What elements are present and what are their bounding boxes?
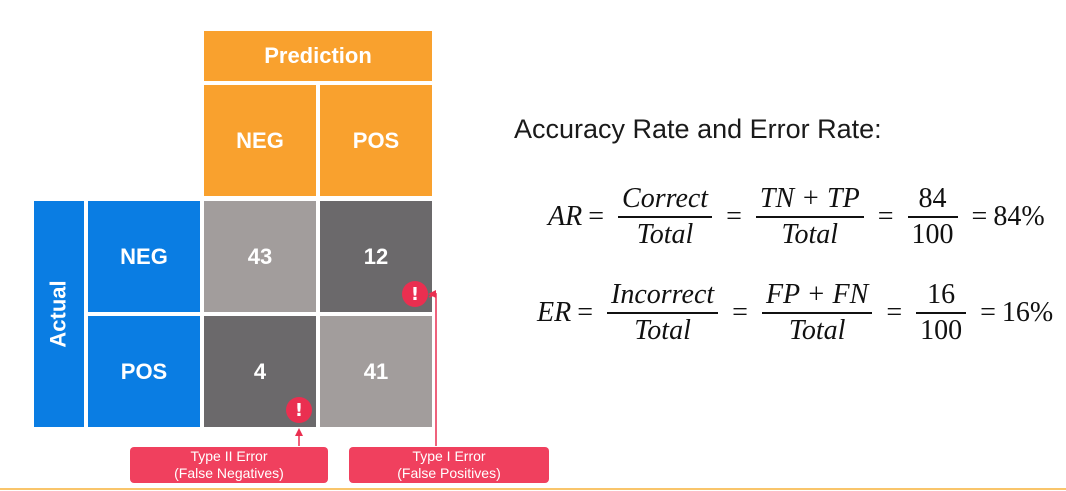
type1-arrow-head: [428, 290, 436, 298]
er-result: 16%: [1001, 297, 1054, 328]
type1-error-title: Type I Error: [412, 448, 486, 464]
type1-arrow-line: [428, 292, 437, 446]
er-frac-incorrect: Incorrect Total: [607, 278, 719, 348]
formulas-title: Accuracy Rate and Error Rate:: [514, 114, 882, 144]
type2-arrow-head: [295, 428, 303, 436]
type1-error-box: Type I Error (False Positives): [349, 447, 549, 483]
pred-col-pos: POS: [320, 85, 432, 196]
er-equation: ER = Incorrect Total = FP + FN Total = 1…: [537, 278, 1054, 348]
ar-result: 84%: [993, 201, 1045, 232]
type1-error-subtitle: (False Positives): [397, 465, 501, 481]
er-frac-numeric: 16 100: [916, 278, 967, 348]
alert-fp-icon: !: [402, 281, 428, 307]
ar-equation: AR = Correct Total = TN + TP Total = 84 …: [548, 182, 1045, 252]
actual-header: Actual: [34, 201, 84, 427]
ar-frac-numeric: 84 100: [907, 182, 958, 252]
cell-true-positive: 41: [320, 316, 432, 427]
alert-fn-icon: !: [286, 397, 312, 423]
actual-row-neg: NEG: [88, 201, 200, 312]
actual-row-pos: POS: [88, 316, 200, 427]
ar-lhs: AR: [548, 201, 583, 232]
type2-error-box: Type II Error (False Negatives): [130, 447, 328, 483]
prediction-label: Prediction: [264, 43, 372, 68]
type2-error-title: Type II Error: [190, 448, 268, 464]
ar-frac-correct: Correct Total: [618, 182, 713, 252]
ar-frac-tn-tp: TN + TP Total: [755, 182, 864, 252]
er-frac-fp-fn: FP + FN Total: [761, 278, 873, 348]
pred-col-neg: NEG: [204, 85, 316, 196]
type2-error-subtitle: (False Negatives): [174, 465, 284, 481]
cell-true-negative: 43: [204, 201, 316, 312]
er-lhs: ER: [537, 297, 572, 328]
bottom-divider: [0, 488, 1066, 490]
prediction-header: Prediction: [204, 31, 432, 81]
